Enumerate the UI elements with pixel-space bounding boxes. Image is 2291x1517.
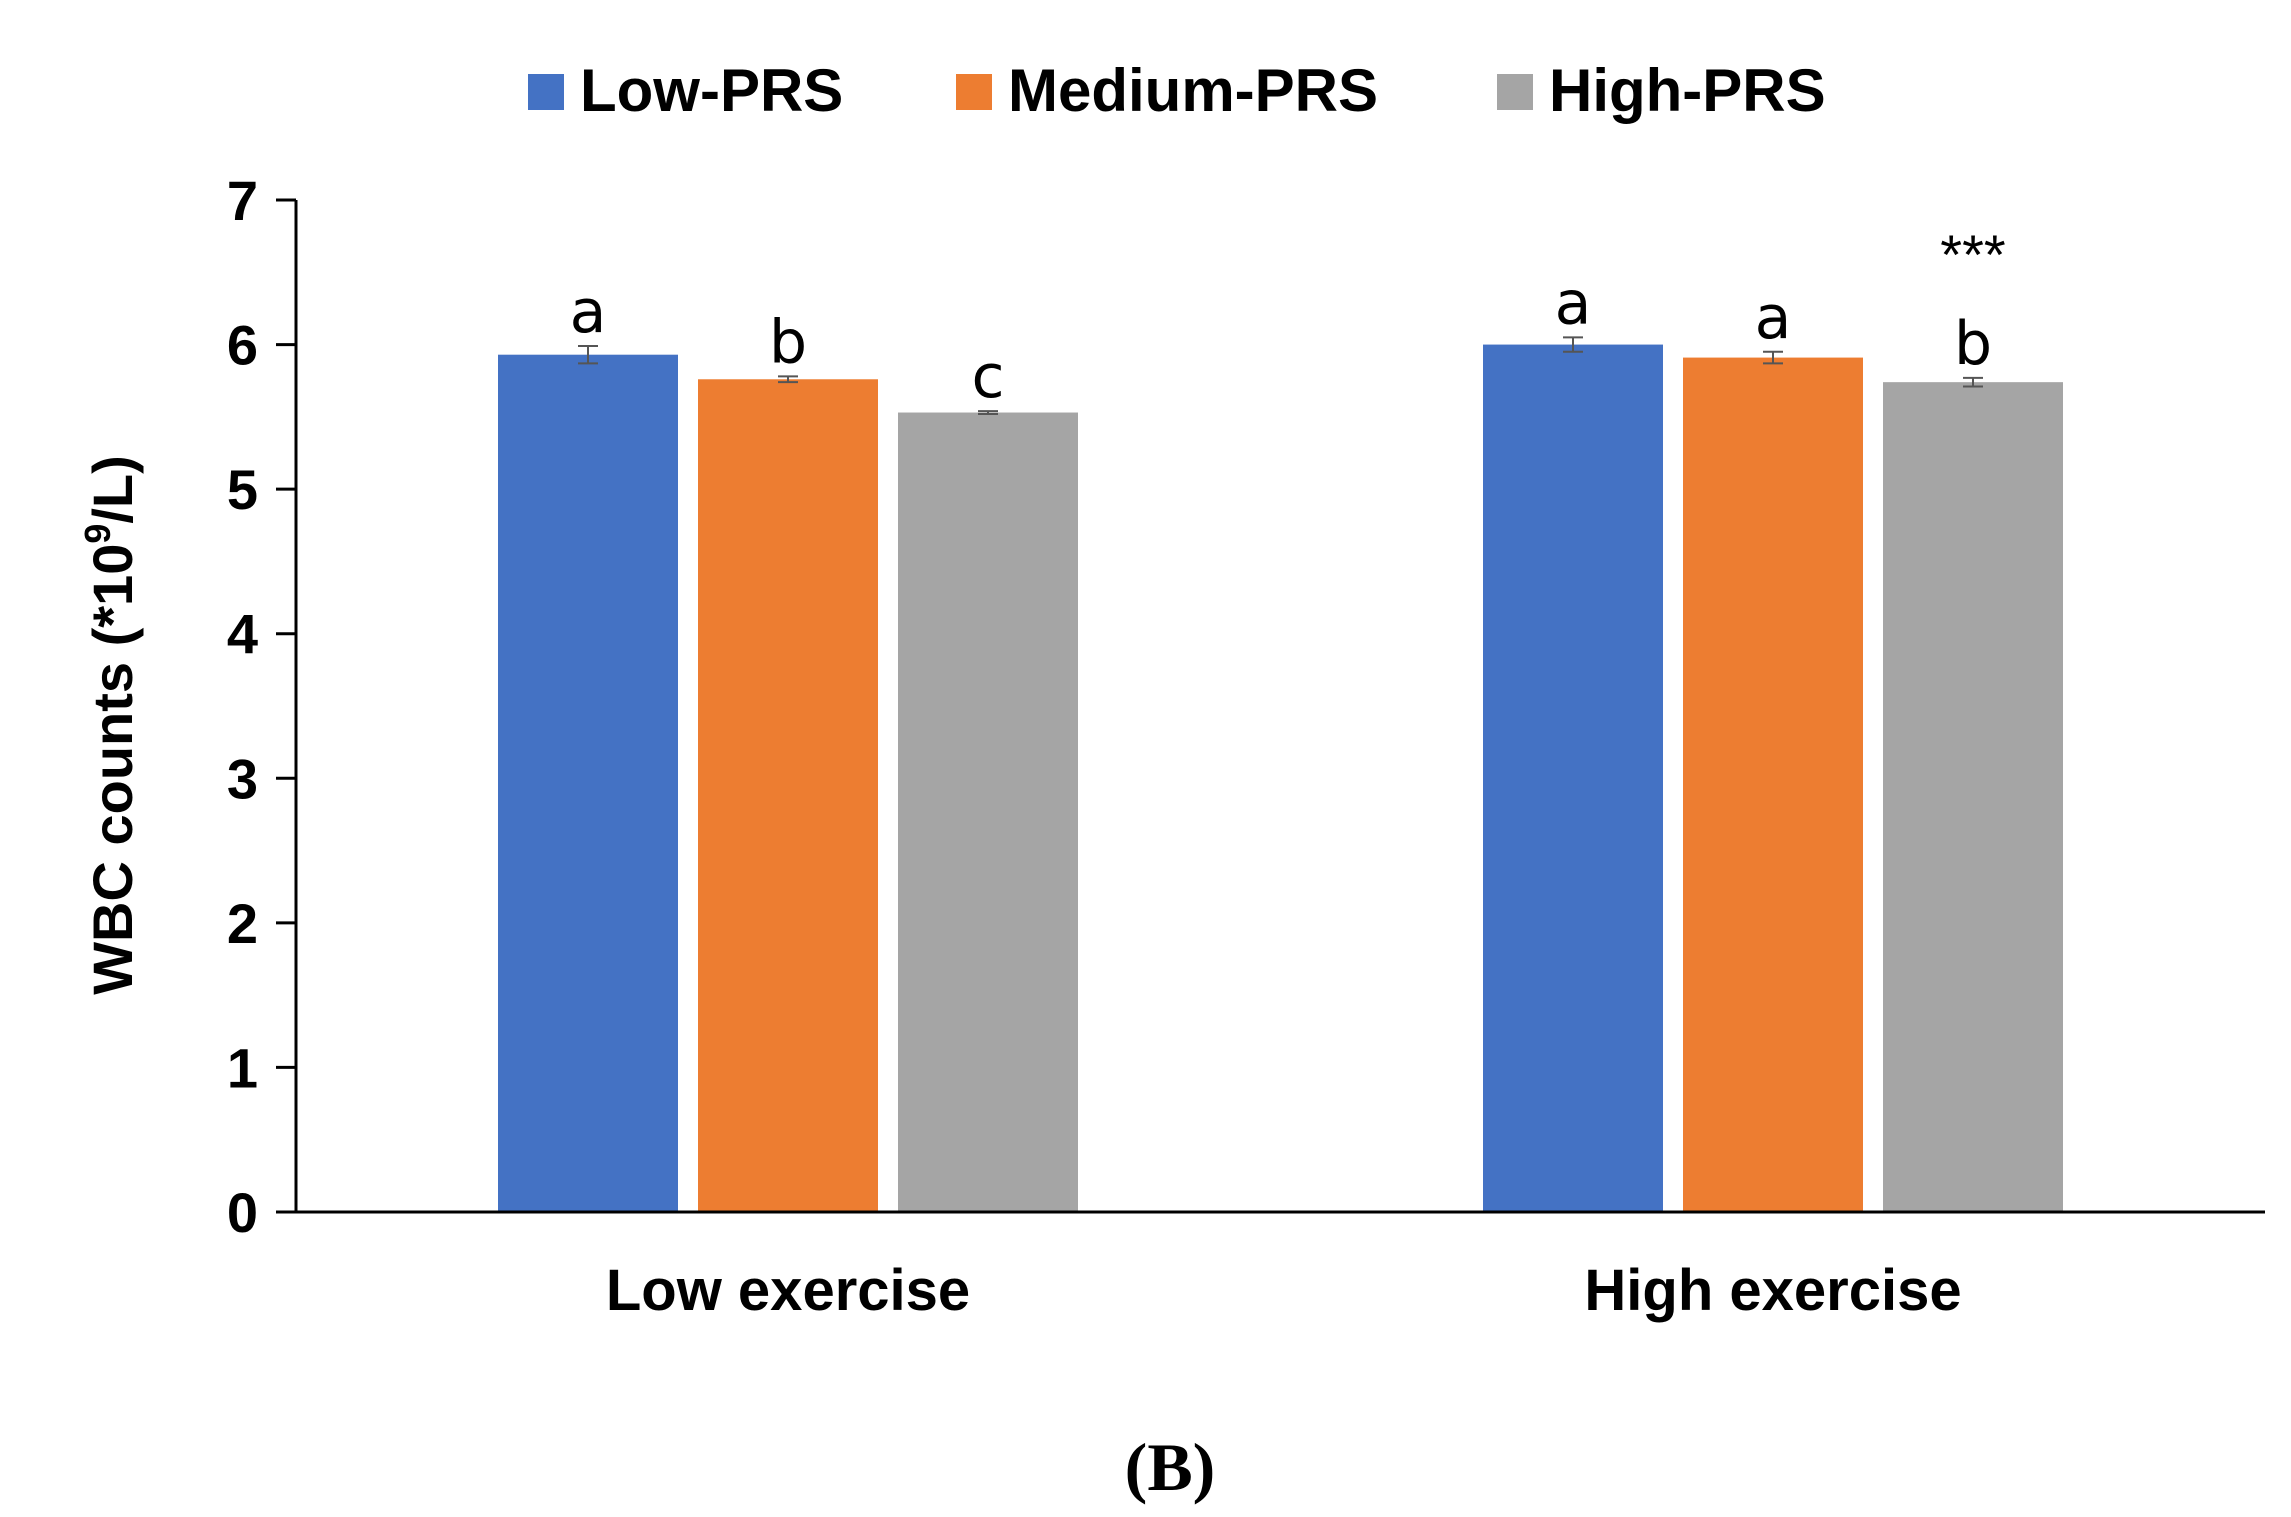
y-axis: 0 1 2 3 4 5 6 7	[227, 169, 298, 1244]
bar	[1483, 344, 1663, 1213]
bar-annotation: a	[570, 277, 607, 347]
bar-annotation: b	[769, 307, 807, 377]
bar	[898, 412, 1078, 1212]
y-tick-label: 6	[227, 314, 258, 377]
bar	[1683, 357, 1863, 1212]
bars: a b c a a b ***	[498, 223, 2063, 1213]
bar-annotation: a	[1555, 268, 1592, 338]
y-tick-label: 4	[227, 603, 258, 666]
y-tick-label: 7	[227, 169, 258, 232]
bar	[698, 379, 878, 1213]
y-axis-label-tail: /L)	[81, 455, 144, 523]
bar-annotation: a	[1755, 283, 1792, 353]
bar	[1883, 382, 2063, 1212]
legend-label: High-PRS	[1549, 57, 1826, 124]
bar-annotation: c	[972, 342, 1005, 412]
legend-swatch	[1497, 74, 1533, 110]
bar	[498, 354, 678, 1213]
y-tick-label: 0	[227, 1181, 258, 1244]
x-category-label: Low exercise	[606, 1258, 970, 1323]
legend-swatch	[956, 74, 992, 110]
significance-annotation: ***	[1940, 223, 2005, 286]
x-category-label: High exercise	[1584, 1258, 1961, 1323]
legend-label: Low-PRS	[580, 57, 843, 124]
x-axis: Low exercise High exercise	[296, 1210, 2265, 1323]
legend-swatch	[528, 74, 564, 110]
y-tick-label: 3	[227, 747, 258, 810]
y-tick-label: 5	[227, 458, 258, 521]
legend-label: Medium-PRS	[1008, 57, 1378, 124]
y-tick-label: 1	[227, 1036, 258, 1099]
panel-label: (B)	[1125, 1429, 1216, 1505]
y-axis-label-base: WBC counts (*10	[81, 544, 144, 995]
y-tick-label: 2	[227, 892, 258, 955]
legend: Low-PRS Medium-PRS High-PRS	[528, 57, 1826, 124]
y-axis-label: WBC counts (*109/L)	[77, 455, 144, 995]
y-axis-label-sup: 9	[77, 524, 118, 544]
bar-annotation: b	[1954, 309, 1992, 379]
